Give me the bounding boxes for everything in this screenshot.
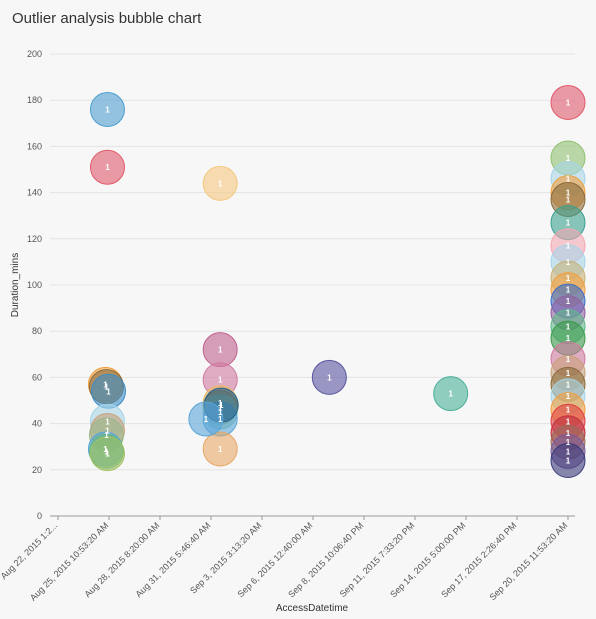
bubble-label: 1 <box>103 445 108 454</box>
bubble-label: 1 <box>566 297 571 306</box>
y-tick-label: 20 <box>32 465 42 475</box>
bubble-label: 1 <box>566 429 571 438</box>
bubble-label: 1 <box>566 438 571 447</box>
bubble-label: 1 <box>448 390 453 399</box>
bubble-label: 1 <box>566 406 571 415</box>
y-tick-label: 0 <box>37 511 42 521</box>
bubble-label: 1 <box>105 417 110 426</box>
bubble-label: 1 <box>218 403 223 412</box>
bubble-label: 1 <box>566 154 571 163</box>
y-axis-label: Duration_mins <box>10 253 21 317</box>
y-tick-label: 60 <box>32 372 42 382</box>
bubble-label: 1 <box>106 387 111 396</box>
bubble-label: 1 <box>104 383 109 392</box>
bubble-label: 1 <box>566 323 571 332</box>
bubble-label: 1 <box>219 401 224 410</box>
bubble <box>433 376 469 412</box>
y-tick-label: 140 <box>27 188 42 198</box>
y-tick-label: 200 <box>27 49 42 59</box>
bubble-label: 1 <box>566 380 571 389</box>
bubble <box>550 85 586 121</box>
bubble-label: 1 <box>204 415 209 424</box>
bubble <box>550 443 586 479</box>
bubble-label: 1 <box>104 431 109 440</box>
bubble-label: 1 <box>566 355 571 364</box>
bubble-label: 1 <box>104 447 109 456</box>
bubble <box>202 431 238 467</box>
bubble-label: 1 <box>566 286 571 295</box>
bubble-label: 1 <box>105 450 110 459</box>
bubble-label: 1 <box>566 258 571 267</box>
bubble-label: 1 <box>105 163 110 172</box>
y-tick-label: 160 <box>27 141 42 151</box>
bubble-label: 1 <box>218 346 223 355</box>
bubble-label: 1 <box>566 242 571 251</box>
y-tick-label: 40 <box>32 419 42 429</box>
bubble <box>89 149 125 185</box>
y-tick-label: 180 <box>27 95 42 105</box>
bubble-label: 1 <box>218 415 223 424</box>
bubble-label: 1 <box>218 376 223 385</box>
bubble-label: 1 <box>566 274 571 283</box>
bubble <box>188 401 224 437</box>
y-tick-label: 120 <box>27 234 42 244</box>
bubble <box>89 436 125 472</box>
y-tick-label: 80 <box>32 326 42 336</box>
bubble-label: 1 <box>566 175 571 184</box>
bubble-label: 1 <box>566 334 571 343</box>
bubble-label: 1 <box>566 369 571 378</box>
bubble-label: 1 <box>566 99 571 108</box>
bubble-label: 1 <box>566 447 571 456</box>
bubble-label: 1 <box>566 189 571 198</box>
bubble-label: 1 <box>327 373 332 382</box>
bubble-label: 1 <box>218 179 223 188</box>
bubble-label: 1 <box>566 196 571 205</box>
y-tick-label: 100 <box>27 280 42 290</box>
bubble-label: 1 <box>105 427 110 436</box>
bubble <box>89 91 125 127</box>
x-axis-label: AccessDatetime <box>276 603 349 614</box>
bubble-label: 1 <box>218 445 223 454</box>
chart-title: Outlier analysis bubble chart <box>12 10 202 27</box>
bubble-label: 1 <box>566 417 571 426</box>
bubble-label: 1 <box>566 219 571 228</box>
bubble-label: 1 <box>218 399 223 408</box>
bubble-label: 1 <box>566 392 571 401</box>
bubble <box>311 359 347 395</box>
bubble-label: 1 <box>218 408 223 417</box>
bubble-label: 1 <box>566 457 571 466</box>
bubble-label: 1 <box>103 380 108 389</box>
bubble-label: 1 <box>105 105 110 114</box>
bubble-label: 1 <box>566 309 571 318</box>
bubble <box>202 165 238 201</box>
